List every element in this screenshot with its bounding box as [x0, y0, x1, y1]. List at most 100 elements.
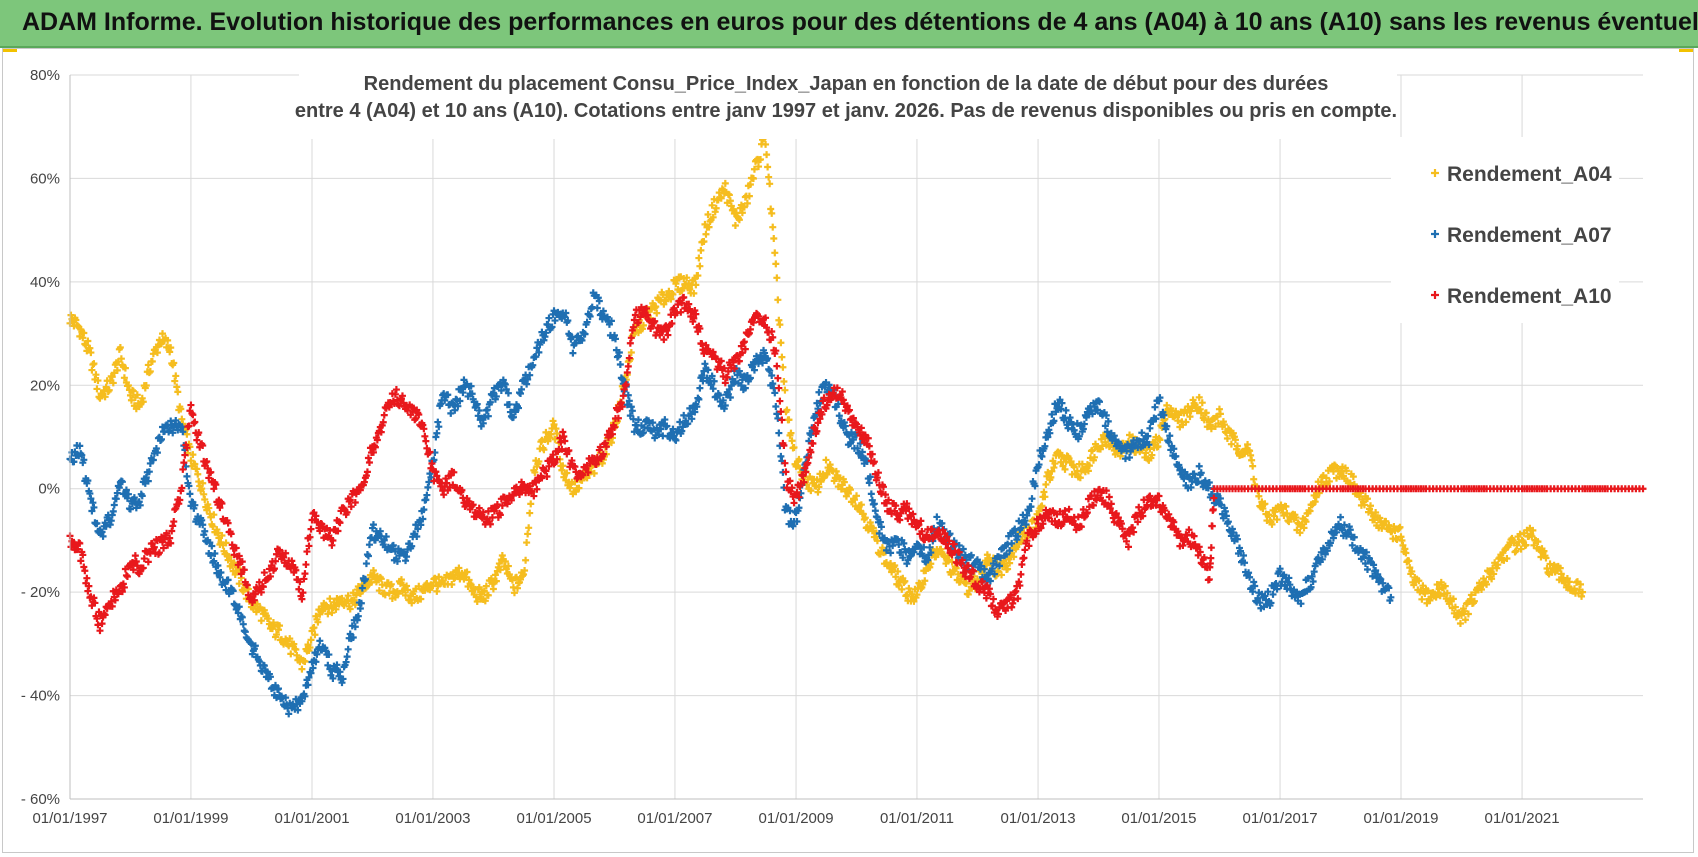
- data-point: [1047, 473, 1055, 481]
- data-point: [619, 392, 627, 400]
- data-point: [83, 574, 91, 582]
- data-point: [467, 581, 475, 589]
- data-point: [314, 618, 322, 626]
- data-point: [495, 560, 503, 568]
- data-point: [1577, 580, 1585, 588]
- data-point: [1261, 500, 1269, 508]
- data-point: [535, 457, 543, 465]
- x-tick-label: 01/01/2003: [395, 810, 470, 827]
- data-point: [1363, 495, 1371, 503]
- data-point: [117, 355, 125, 363]
- data-point: [1248, 456, 1256, 464]
- data-point: [1220, 421, 1228, 429]
- data-point: [1529, 526, 1537, 534]
- data-point: [475, 583, 483, 591]
- data-point: [1088, 446, 1096, 454]
- data-point: [1490, 570, 1498, 578]
- data-point: [346, 605, 354, 613]
- data-point: [913, 591, 921, 599]
- data-point: [174, 388, 182, 396]
- series-Rendement_A04: [66, 131, 1587, 673]
- data-point: [365, 541, 373, 549]
- data-point: [435, 573, 443, 581]
- data-point: [717, 194, 725, 202]
- data-point: [408, 599, 416, 607]
- data-point: [113, 366, 121, 374]
- x-tick-label: 01/01/1999: [153, 810, 228, 827]
- data-point: [664, 331, 672, 339]
- data-point: [653, 309, 661, 317]
- data-point: [919, 580, 927, 588]
- data-point: [575, 484, 583, 492]
- data-point: [962, 580, 970, 588]
- data-point: [512, 573, 520, 581]
- data-point: [559, 462, 567, 470]
- data-point: [781, 386, 789, 394]
- data-point: [965, 587, 973, 595]
- data-point: [1198, 399, 1206, 407]
- data-point: [783, 406, 791, 414]
- title-banner: ADAM Informe. Evolution historique des p…: [0, 0, 1698, 48]
- data-point: [146, 367, 154, 375]
- data-point: [1372, 509, 1380, 517]
- data-point: [484, 591, 492, 599]
- data-point: [1513, 541, 1521, 549]
- data-point: [1557, 570, 1565, 578]
- data-point: [84, 337, 92, 345]
- chart-title-line-2: entre 4 (A04) et 10 ans (A10). Cotations…: [295, 100, 1397, 122]
- data-point: [1273, 516, 1281, 524]
- data-point: [768, 209, 776, 217]
- data-point: [1433, 581, 1441, 589]
- data-point: [87, 349, 95, 357]
- data-point: [1528, 532, 1536, 540]
- corner-mark: [3, 49, 17, 52]
- chart-title-line-1: Rendement du placement Consu_Price_Index…: [364, 73, 1329, 95]
- data-point: [88, 507, 96, 515]
- data-point: [1205, 575, 1213, 583]
- data-point: [199, 479, 207, 487]
- data-point: [780, 378, 788, 386]
- data-point: [98, 620, 106, 628]
- data-point: [482, 582, 490, 590]
- data-point: [110, 501, 118, 509]
- data-point: [1396, 523, 1404, 531]
- data-point: [544, 437, 552, 445]
- data-point: [93, 385, 101, 393]
- data-point: [865, 479, 873, 487]
- data-point: [527, 500, 535, 508]
- data-point: [183, 472, 191, 480]
- data-point: [1424, 587, 1432, 595]
- data-point: [1534, 538, 1542, 546]
- data-point: [850, 496, 858, 504]
- data-point: [1503, 555, 1511, 563]
- data-point: [1306, 507, 1314, 515]
- data-point: [92, 371, 100, 379]
- data-point: [139, 398, 147, 406]
- data-point: [1042, 481, 1050, 489]
- data-point: [1154, 443, 1162, 451]
- data-point: [901, 577, 909, 585]
- data-point: [1449, 595, 1457, 603]
- data-point: [1367, 502, 1375, 510]
- data-point: [109, 379, 117, 387]
- data-point: [1207, 554, 1215, 562]
- data-point: [105, 386, 113, 394]
- data-point: [696, 262, 704, 270]
- data-point: [553, 429, 561, 437]
- data-point: [316, 637, 324, 645]
- data-point: [1227, 440, 1235, 448]
- data-point: [795, 455, 803, 463]
- data-point: [771, 249, 779, 257]
- data-point: [1363, 565, 1371, 573]
- data-point: [517, 575, 525, 583]
- data-point: [708, 201, 716, 209]
- data-point: [94, 377, 102, 385]
- data-point: [700, 237, 708, 245]
- data-point: [750, 165, 758, 173]
- data-point: [773, 274, 781, 282]
- data-point: [1021, 546, 1029, 554]
- data-point: [435, 423, 443, 431]
- data-point: [743, 199, 751, 207]
- data-point: [702, 230, 710, 238]
- data-point: [209, 523, 217, 531]
